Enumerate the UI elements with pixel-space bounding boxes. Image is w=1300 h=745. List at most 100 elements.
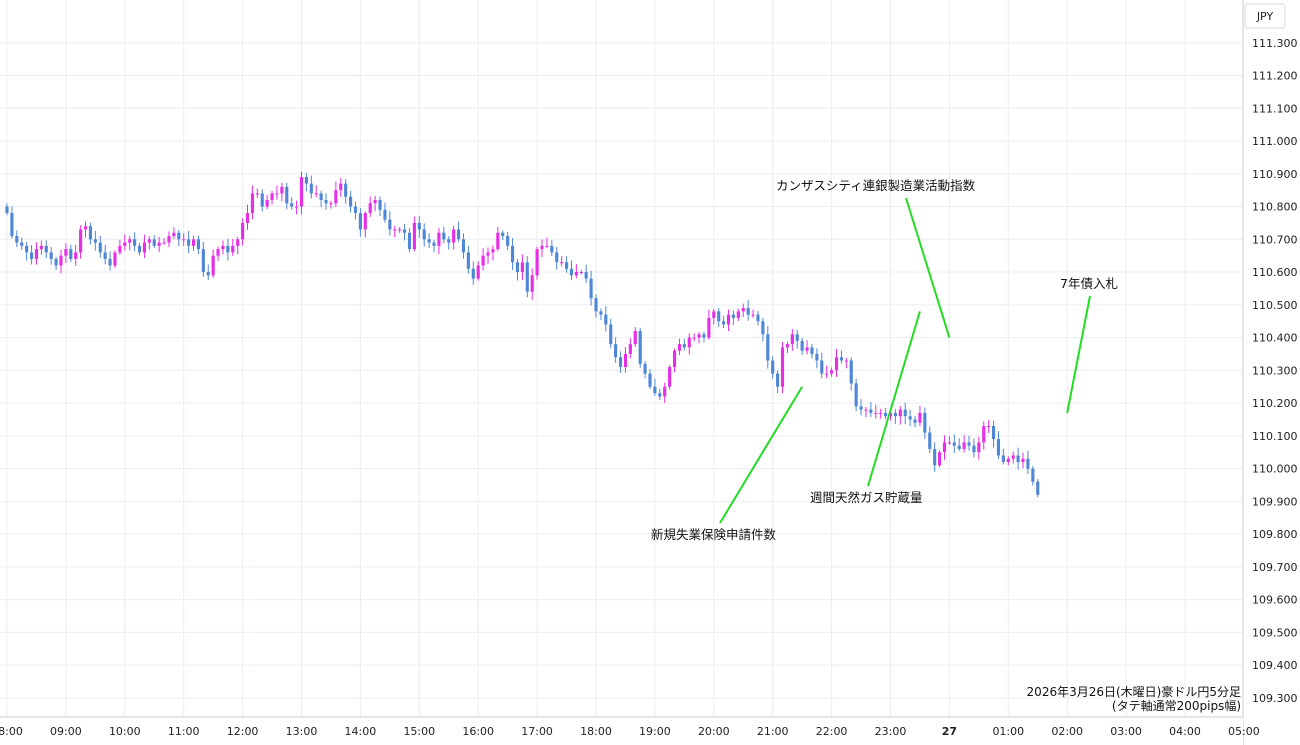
candle bbox=[1021, 452, 1025, 469]
candle-body bbox=[614, 344, 618, 358]
candle-body bbox=[830, 370, 834, 374]
candle-body bbox=[751, 314, 755, 316]
candle bbox=[672, 348, 677, 373]
x-tick-label: 04:00 bbox=[1169, 725, 1201, 738]
candle bbox=[353, 201, 358, 220]
candle bbox=[712, 308, 716, 325]
candle-body bbox=[334, 190, 338, 204]
candle-body bbox=[290, 203, 294, 207]
candle-body bbox=[10, 213, 14, 237]
candle-body bbox=[167, 236, 171, 243]
candle-body bbox=[245, 213, 250, 223]
candle-body bbox=[1031, 468, 1035, 482]
candle-body bbox=[39, 245, 43, 250]
candle bbox=[241, 218, 245, 246]
candle bbox=[844, 357, 848, 369]
candle-body bbox=[618, 357, 623, 368]
candle bbox=[560, 256, 564, 267]
candle bbox=[211, 249, 215, 278]
candle-body bbox=[133, 239, 137, 246]
candle bbox=[545, 237, 549, 249]
candle bbox=[903, 402, 907, 425]
candle bbox=[923, 407, 927, 439]
candle-body bbox=[726, 314, 731, 325]
candle bbox=[982, 421, 986, 450]
x-tick-label: 02:00 bbox=[1051, 725, 1083, 738]
candle bbox=[957, 438, 961, 452]
candle-body bbox=[722, 321, 726, 325]
candle bbox=[182, 233, 186, 246]
candle bbox=[403, 224, 407, 241]
candle bbox=[329, 200, 333, 209]
candle bbox=[481, 248, 485, 271]
y-tick-label: 110.400 bbox=[1252, 332, 1298, 345]
candle bbox=[751, 309, 755, 318]
candle bbox=[564, 256, 569, 273]
candle-body bbox=[1016, 455, 1020, 463]
candle bbox=[697, 331, 701, 344]
candle-body bbox=[535, 249, 539, 276]
candle-body bbox=[599, 311, 603, 315]
candle bbox=[319, 190, 323, 208]
candle bbox=[638, 327, 642, 368]
candle bbox=[304, 173, 308, 192]
candle bbox=[108, 251, 112, 271]
chart-subtitle: (タテ軸通常200pips幅) bbox=[1112, 698, 1241, 713]
candle-body bbox=[815, 353, 819, 361]
annotation-kansas-city-fed: カンザスシティ連銀製造業活動指数 bbox=[776, 178, 976, 193]
candle-body bbox=[771, 360, 775, 374]
candle-body bbox=[157, 242, 161, 246]
candle-body bbox=[987, 426, 991, 428]
candle bbox=[432, 239, 436, 253]
candle-body bbox=[324, 199, 328, 204]
candle-body bbox=[79, 229, 83, 253]
candle bbox=[187, 231, 191, 254]
candle bbox=[540, 239, 544, 257]
candle-body bbox=[486, 252, 490, 256]
candle bbox=[1006, 456, 1010, 466]
x-tick-label: 01:00 bbox=[992, 725, 1024, 738]
candle-body bbox=[928, 432, 932, 449]
candle-body bbox=[510, 245, 515, 263]
y-tick-label: 110.700 bbox=[1252, 233, 1298, 246]
candle-body bbox=[187, 239, 191, 246]
candle bbox=[486, 247, 490, 264]
candle-body bbox=[74, 252, 78, 259]
candle-body bbox=[633, 331, 637, 345]
candle bbox=[147, 236, 151, 250]
candle bbox=[133, 232, 137, 252]
candle bbox=[535, 246, 539, 280]
candle bbox=[501, 230, 505, 241]
candle bbox=[996, 431, 1001, 459]
x-tick-label: 09:00 bbox=[50, 725, 82, 738]
candle bbox=[373, 195, 377, 212]
candle bbox=[476, 261, 480, 281]
candle-body bbox=[113, 252, 117, 266]
candle bbox=[677, 338, 682, 356]
candle bbox=[1031, 466, 1035, 486]
candle-body bbox=[668, 367, 672, 387]
candle bbox=[245, 204, 250, 230]
candle bbox=[123, 234, 127, 251]
candle bbox=[893, 409, 897, 424]
candle-body bbox=[403, 229, 407, 233]
candle bbox=[216, 246, 220, 261]
candle-body bbox=[776, 373, 780, 387]
y-tick-label: 111.300 bbox=[1252, 37, 1298, 50]
candle-body bbox=[280, 186, 284, 194]
candle-body bbox=[49, 252, 53, 259]
candle-body bbox=[265, 199, 269, 207]
candle-body bbox=[628, 344, 632, 354]
candle bbox=[830, 367, 834, 377]
candle bbox=[427, 233, 431, 248]
grid-lines bbox=[0, 0, 1245, 717]
y-tick-label: 110.300 bbox=[1252, 364, 1298, 377]
candle bbox=[221, 240, 225, 255]
candle-body bbox=[648, 373, 652, 387]
candle bbox=[422, 223, 426, 247]
candle-body bbox=[677, 344, 682, 351]
candle-body bbox=[98, 242, 102, 253]
candle-body bbox=[83, 226, 88, 230]
candle-body bbox=[785, 344, 789, 348]
